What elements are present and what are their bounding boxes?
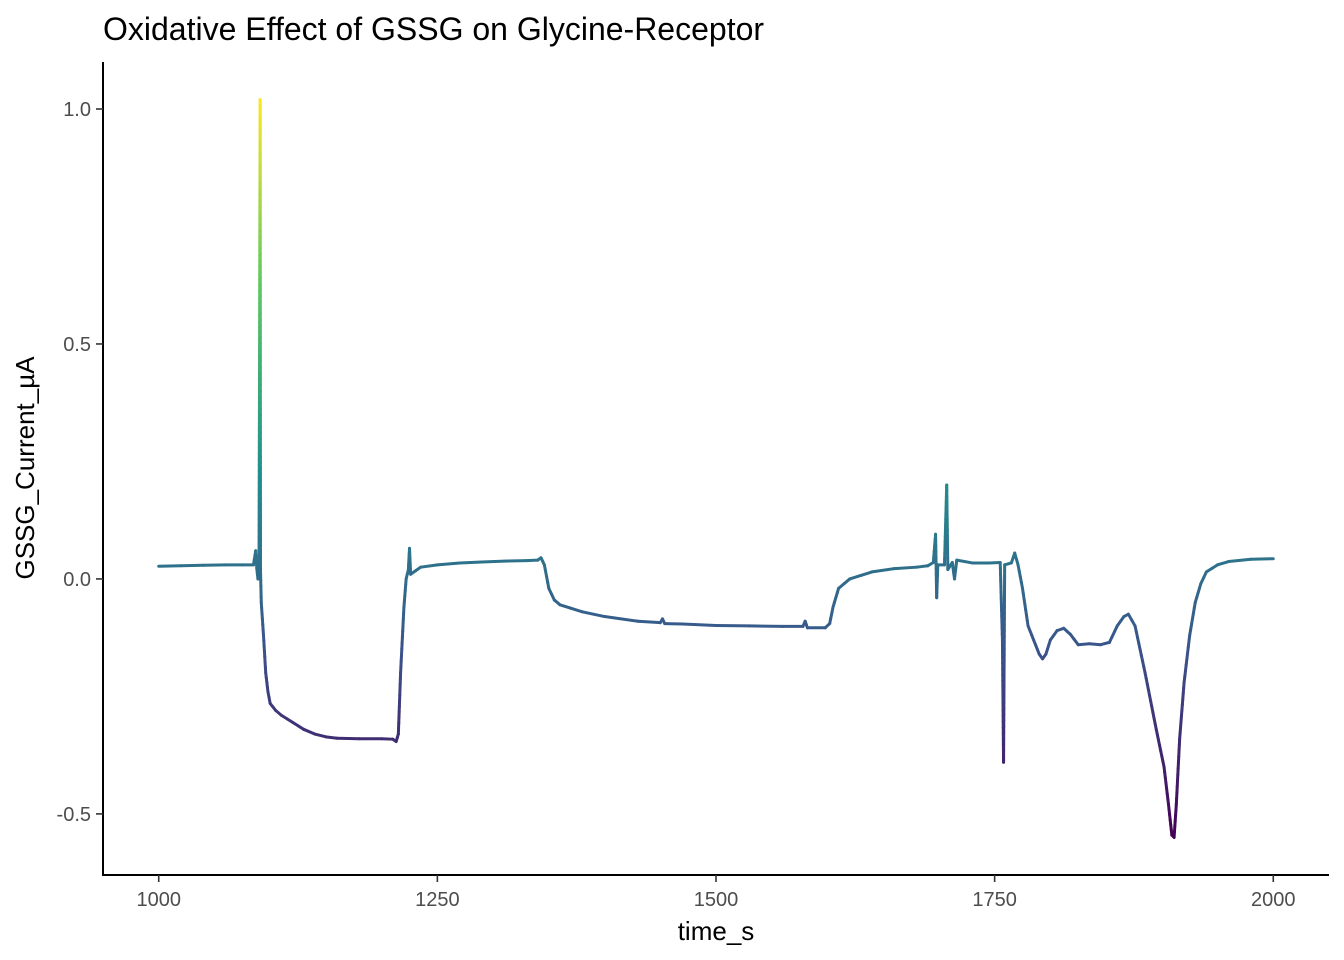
series-line-segment — [580, 610, 607, 619]
series-line-segment — [681, 622, 718, 627]
series-line-segment — [1076, 642, 1091, 647]
series-line-segment — [313, 732, 328, 739]
chart-title: Oxidative Effect of GSSG on Glycine-Rece… — [103, 11, 764, 47]
series-line-segment — [859, 570, 874, 577]
series-line-segment — [480, 559, 506, 564]
y-axis-title: GSSG_Current_µA — [10, 356, 40, 580]
series-line-segment — [870, 567, 896, 574]
series-line-segment — [848, 573, 863, 581]
series-line-segment — [324, 735, 339, 740]
series-line-segment — [915, 564, 930, 569]
y-axis-ticks: -0.5 0.0 0.5 1.0 — [57, 99, 103, 826]
y-tick-label: 0.0 — [63, 569, 91, 591]
series-line-segment — [419, 563, 439, 569]
series-line-segment — [636, 619, 662, 625]
x-tick-label: 1250 — [415, 889, 460, 911]
y-tick-label: 1.0 — [63, 99, 91, 121]
series-line-segment — [558, 603, 573, 610]
x-tick-label: 1000 — [136, 889, 181, 911]
series-line-segment — [892, 565, 919, 571]
x-tick-label: 2000 — [1251, 889, 1296, 911]
x-tick-label: 1750 — [972, 889, 1017, 911]
series-line-segment — [1087, 642, 1103, 647]
plot-area — [157, 98, 1275, 839]
series-line-segment — [302, 727, 317, 736]
series-line-segment — [1216, 560, 1231, 567]
y-tick-label: -0.5 — [57, 804, 91, 826]
series-line-segment — [435, 561, 462, 567]
series-line-segment — [603, 615, 640, 623]
series-line-segment — [458, 560, 484, 565]
x-axis-ticks: 1000 1250 1500 1750 2000 — [136, 875, 1296, 911]
x-axis-title: time_s — [678, 916, 755, 946]
series-line-segment — [955, 558, 974, 565]
x-tick-label: 1500 — [694, 889, 739, 911]
series-line-segment — [1227, 557, 1253, 564]
series-line-segment — [1099, 640, 1111, 647]
y-tick-label: 0.5 — [63, 334, 91, 356]
series-line-segment — [569, 606, 584, 614]
